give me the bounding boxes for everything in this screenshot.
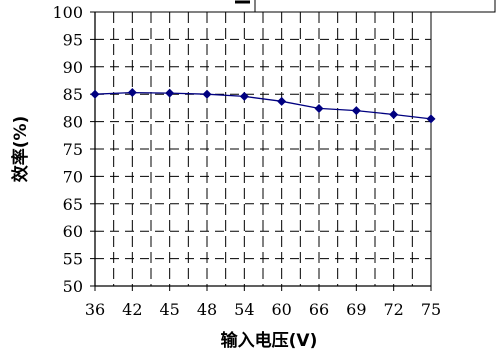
y-tick-label: 85	[63, 85, 83, 104]
y-tick-label: 55	[63, 250, 83, 269]
y-axis-label: 效率(%)	[10, 116, 31, 183]
data-point-marker	[314, 103, 324, 113]
y-tick-label: 95	[63, 30, 83, 49]
y-tick-label: 60	[63, 222, 83, 241]
y-tick-label: 75	[63, 140, 83, 159]
y-tick-label: 80	[63, 113, 83, 132]
y-tick-labels: 50 55 60 65 70 75 80 85 90 95 100	[52, 3, 95, 296]
x-axis-label: 输入电压(V)	[221, 330, 318, 351]
y-tick-label: 50	[63, 277, 83, 296]
x-tick-labels: 36 42 45 48 54 60 66 69 72 75	[85, 286, 441, 319]
data-point-marker	[90, 89, 100, 99]
x-tick-label: 75	[421, 300, 441, 319]
y-tick-label: 65	[63, 195, 83, 214]
clipped-legend-box	[235, 0, 496, 13]
x-tick-label: 36	[85, 300, 105, 319]
y-tick-label: 90	[63, 58, 83, 77]
grid-lines	[95, 12, 431, 286]
legend-box-clipped	[254, 0, 496, 13]
y-tick-label: 70	[63, 167, 83, 186]
x-tick-label: 48	[197, 300, 217, 319]
x-tick-label: 66	[309, 300, 329, 319]
data-point-marker	[202, 89, 212, 99]
data-point-marker	[277, 96, 287, 106]
x-tick-label: 69	[346, 300, 366, 319]
data-point-marker	[127, 88, 137, 98]
efficiency-series-line	[94, 91, 432, 120]
data-point-marker	[426, 114, 436, 124]
x-tick-label: 60	[271, 300, 291, 319]
data-point-marker	[389, 109, 399, 119]
x-tick-label: 54	[234, 300, 254, 319]
x-tick-label: 42	[122, 300, 142, 319]
data-point-marker	[351, 106, 361, 116]
data-point-marker	[239, 91, 249, 101]
x-tick-label: 45	[159, 300, 179, 319]
data-point-marker	[165, 88, 175, 98]
y-tick-label: 100	[52, 3, 83, 22]
x-tick-label: 72	[383, 300, 403, 319]
series-group	[90, 88, 436, 124]
